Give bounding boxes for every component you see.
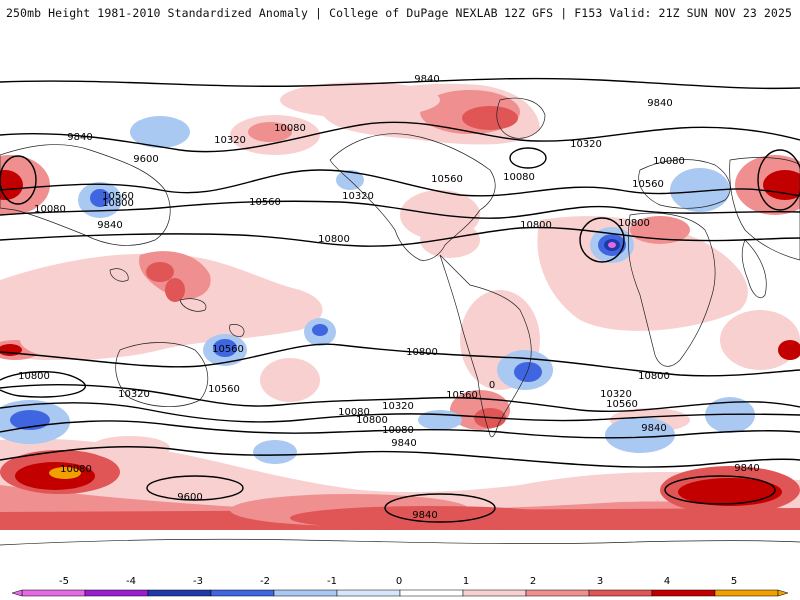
colorbar-swatch [336,589,401,597]
colorbar-tick-label: 3 [597,576,603,587]
contour-label: 9840 [412,510,437,521]
colorbar-tick-label: -5 [59,576,69,587]
colorbar-swatch [147,589,212,597]
contour-label: 9840 [647,98,672,109]
contour-label: 10560 [102,191,134,202]
colorbar-swatch [399,589,464,597]
contour-label: 10080 [34,204,66,215]
contour-label: 10080 [60,464,92,475]
colorbar-tick-label: -4 [126,576,136,587]
contour-label: 9840 [641,423,666,434]
colorbar-tick-label: 4 [664,576,670,587]
colorbar-swatch [210,589,275,597]
colorbar-swatch [84,589,149,597]
contour-label: 9840 [391,438,416,449]
contour-label: 10320 [214,135,246,146]
contour-label: 10080 [382,425,414,436]
contour-label: 10560 [606,399,638,410]
contour-label: 10560 [212,344,244,355]
contour-label: 9840 [414,74,439,85]
contour-label: 9840 [67,132,92,143]
map-title: 250mb Height 1981-2010 Standardized Anom… [6,6,498,20]
contour-label: 10080 [274,123,306,134]
contour-label: 10800 [638,371,670,382]
colorbar-tick-labels: -5 -4 -3 -2 -1 0 1 2 3 4 5 [59,576,737,587]
contour-label: 10320 [118,389,150,400]
header: 250mb Height 1981-2010 Standardized Anom… [0,0,800,40]
colorbar-tick-label: 0 [396,576,402,587]
contour-label: 9600 [133,154,158,165]
contour-label: 9840 [734,463,759,474]
contour-label: 9840 [97,220,122,231]
contour-label: 10320 [382,401,414,412]
contour-label: 10080 [338,407,370,418]
contour-label: 10560 [446,390,478,401]
contour-label: 0 [489,380,495,391]
colorbar-tick-label: -3 [193,576,203,587]
contour-label: 10800 [406,347,438,358]
contour-label: 10080 [653,156,685,167]
colorbar-swatch [525,589,590,597]
colorbar[interactable]: -5 -4 -3 -2 -1 0 1 2 3 4 5 [0,572,800,600]
colorbar-tick-label: -1 [327,576,337,587]
contour-label: 10800 [520,220,552,231]
colorbar-tick-label: 5 [731,576,737,587]
colorbar-swatch [462,589,527,597]
colorbar-tick-label: -2 [260,576,270,587]
colorbar-swatch [651,589,716,597]
contour-label: 10800 [618,218,650,229]
run-info: 12Z GFS | F153 Valid: 21Z SUN NOV 23 202… [504,6,792,20]
contour-label: 10560 [431,174,463,185]
colorbar-max-arrow [777,589,789,597]
coastlines [0,97,800,546]
colorbar-swatch [588,589,653,597]
contour-label: 9600 [177,492,202,503]
colorbar-swatches [11,589,789,597]
contour-label: 10560 [632,179,664,190]
contour-label: 10320 [570,139,602,150]
height-contours [0,77,800,523]
contour-label: 10080 [503,172,535,183]
contour-label: 10560 [208,384,240,395]
map-panel[interactable]: 9840984098409600100801032010560108001008… [0,40,800,580]
colorbar-swatch [714,589,779,597]
colorbar-tick-label: 1 [463,576,469,587]
contour-label: 10320 [342,191,374,202]
contour-label: 10320 [600,389,632,400]
contour-label: 10560 [249,197,281,208]
colorbar-tick-label: 2 [530,576,536,587]
contour-label: 10800 [356,415,388,426]
contour-label: 10800 [318,234,350,245]
contour-label: 10800 [102,198,134,209]
colorbar-swatch [273,589,338,597]
colorbar-min-arrow [11,589,23,597]
contour-label: 10800 [18,371,50,382]
colorbar-swatch [21,589,86,597]
contour-labels: 9840984098409600100801032010560108001008… [18,74,760,521]
